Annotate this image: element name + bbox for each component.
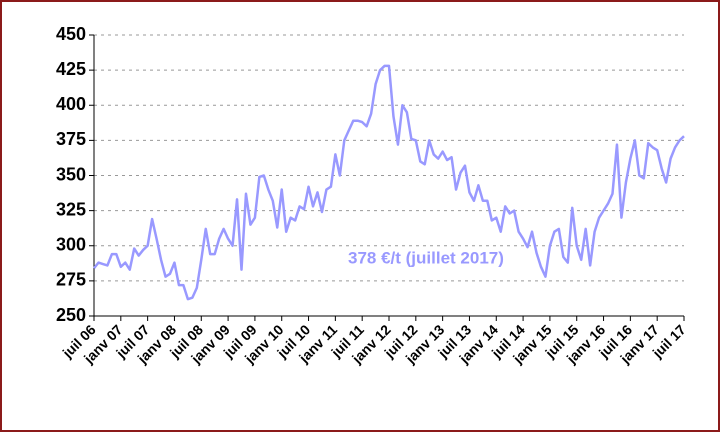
series-line [93, 64, 685, 301]
y-tick-label: 400 [56, 94, 86, 114]
y-tick-label: 300 [56, 235, 86, 255]
y-tick-label: 325 [56, 199, 86, 219]
annotation: 378 €/t (juillet 2017) [348, 248, 504, 267]
y-tick-label: 250 [56, 305, 86, 325]
y-tick-label: 275 [56, 270, 86, 290]
y-tick-label: 425 [56, 59, 86, 79]
y-tick-label: 450 [56, 24, 86, 44]
y-tick-label: 375 [56, 129, 86, 149]
y-tick-label: 350 [56, 164, 86, 184]
